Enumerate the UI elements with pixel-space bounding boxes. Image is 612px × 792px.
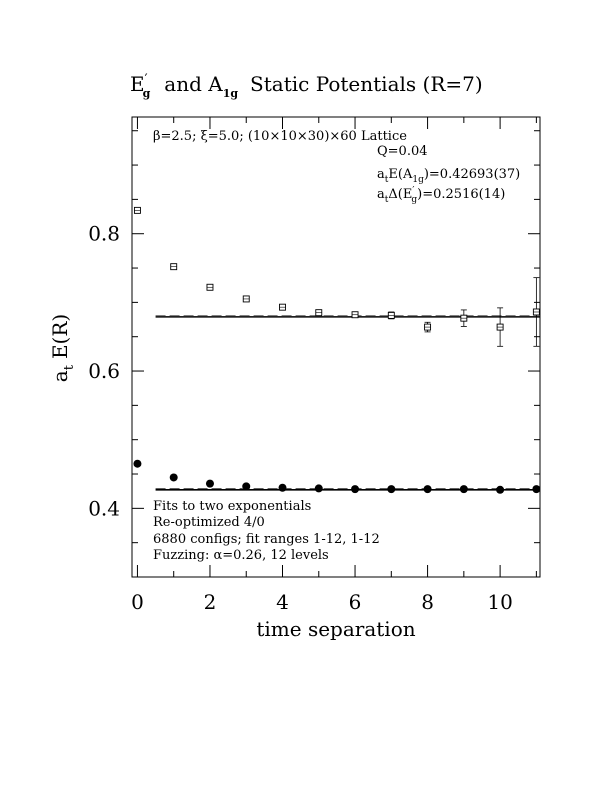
circle-point bbox=[169, 473, 178, 482]
circle-point bbox=[496, 485, 505, 494]
fit-annotation-3: 6880 configs; fit ranges 1-12, 1-12 bbox=[153, 532, 380, 547]
y-tick-label: 0.4 bbox=[88, 496, 120, 520]
fit-lines bbox=[155, 315, 540, 491]
circle-point bbox=[314, 484, 323, 493]
y-label-a: a bbox=[48, 370, 72, 382]
x-axis-label: time separation bbox=[256, 617, 415, 641]
title-a-sub: 1g bbox=[223, 87, 239, 100]
circle-point bbox=[133, 459, 142, 468]
title-and-a: and A bbox=[164, 72, 223, 96]
title-e: E bbox=[130, 72, 145, 96]
svg-text:atE(R): at E(R) bbox=[48, 314, 77, 382]
chart-title: E′ g and A1g Static Potentials (R=7) bbox=[130, 72, 483, 100]
y-axis-label: at E(R) bbox=[48, 314, 77, 382]
series-open-squares bbox=[133, 206, 540, 347]
title-rest: Static Potentials (R=7) bbox=[250, 72, 483, 96]
fit-annotation-2: Re-optimized 4/0 bbox=[153, 515, 265, 530]
x-tick-label: 10 bbox=[487, 590, 512, 614]
circle-point bbox=[351, 485, 360, 494]
x-tick-label: 8 bbox=[421, 590, 434, 614]
title-e-sub: g bbox=[143, 87, 151, 100]
circle-point bbox=[278, 483, 287, 492]
q-annotation: Q=0.04 bbox=[377, 144, 428, 159]
y-label-sub: t bbox=[62, 364, 77, 370]
title-e-prime: ′ bbox=[145, 72, 148, 87]
y-label-rest: E(R) bbox=[48, 314, 72, 359]
lattice-annotation: β=2.5; ξ=5.0; (10×10×30)×60 Lattice bbox=[153, 129, 407, 144]
circle-point bbox=[459, 485, 468, 494]
circle-point bbox=[387, 485, 396, 494]
y-axis: 0.4 0.6 0.8 bbox=[88, 130, 540, 578]
series-filled-circles bbox=[133, 459, 541, 494]
gap-annotation: atΔ(E′ g)=0.2516(14) bbox=[377, 186, 505, 205]
circle-point bbox=[423, 485, 432, 494]
fit-annotation-1: Fits to two exponentials bbox=[153, 499, 311, 514]
x-tick-label: 0 bbox=[131, 590, 144, 614]
circle-point bbox=[532, 485, 541, 494]
x-tick-label: 6 bbox=[349, 590, 362, 614]
energy-annotation: atE(A1g)=0.42693(37) bbox=[377, 167, 520, 185]
y-tick-label: 0.6 bbox=[88, 359, 120, 383]
fit-annotation-4: Fuzzing: α=0.26, 12 levels bbox=[153, 548, 329, 563]
y-tick-label: 0.8 bbox=[88, 222, 120, 246]
x-tick-label: 2 bbox=[204, 590, 217, 614]
circle-point bbox=[205, 479, 214, 488]
circle-point bbox=[242, 482, 251, 491]
x-axis: 0 2 4 6 8 10 bbox=[131, 117, 537, 614]
x-tick-label: 4 bbox=[276, 590, 289, 614]
plot-frame bbox=[131, 116, 541, 578]
